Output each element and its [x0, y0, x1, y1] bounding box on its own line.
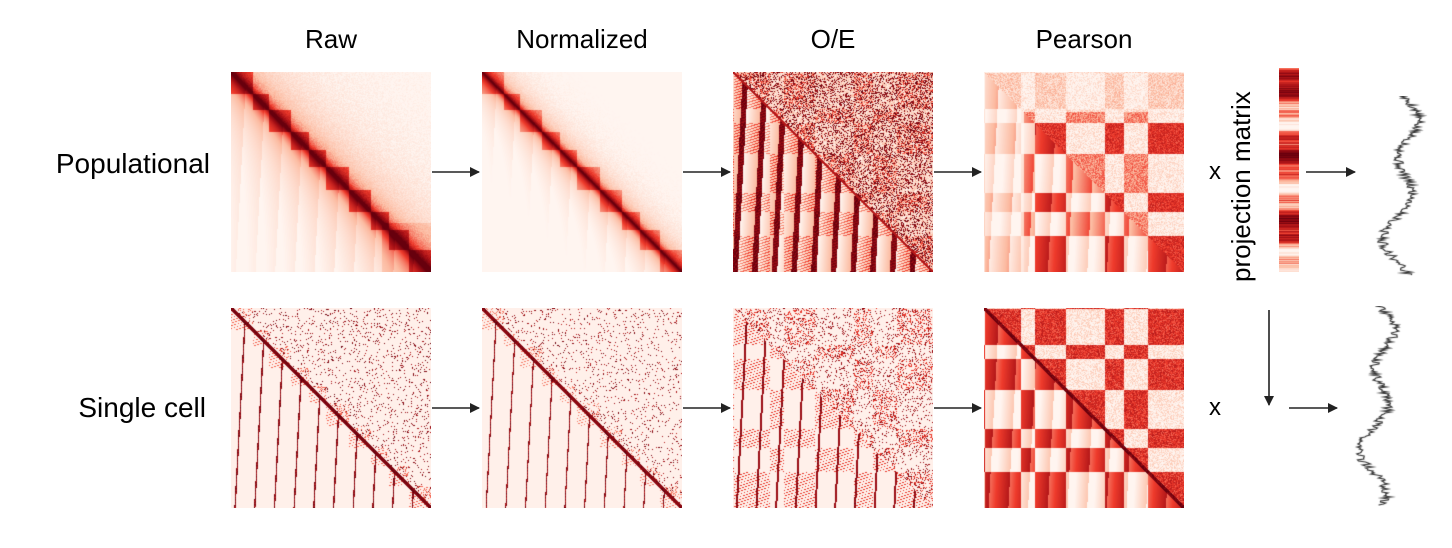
output-track-populational [1372, 96, 1432, 276]
heatmap-single-cell-pearson [984, 308, 1184, 508]
projection-matrix-bar [1279, 68, 1299, 272]
column-title-normalized: Normalized [516, 24, 648, 54]
heatmap-populational-normalized [482, 72, 682, 272]
column-title-oe: O/E [810, 24, 856, 54]
multiply-symbol-single-cell: x [1209, 394, 1221, 421]
row-label-single-cell: Single cell [78, 392, 206, 423]
row-label-populational: Populational [55, 148, 210, 179]
heatmap-populational-raw [231, 72, 431, 272]
heatmap-single-cell-oe [733, 308, 933, 508]
multiply-symbol-populational: x [1209, 158, 1221, 185]
heatmap-single-cell-raw [231, 308, 431, 508]
heatmap-populational-oe [733, 72, 933, 272]
column-title-raw: Raw [304, 24, 357, 54]
output-track-single-cell [1348, 306, 1408, 506]
heatmap-populational-pearson [984, 72, 1184, 272]
heatmap-single-cell-normalized [482, 308, 682, 508]
column-title-pearson: Pearson [1035, 24, 1133, 54]
